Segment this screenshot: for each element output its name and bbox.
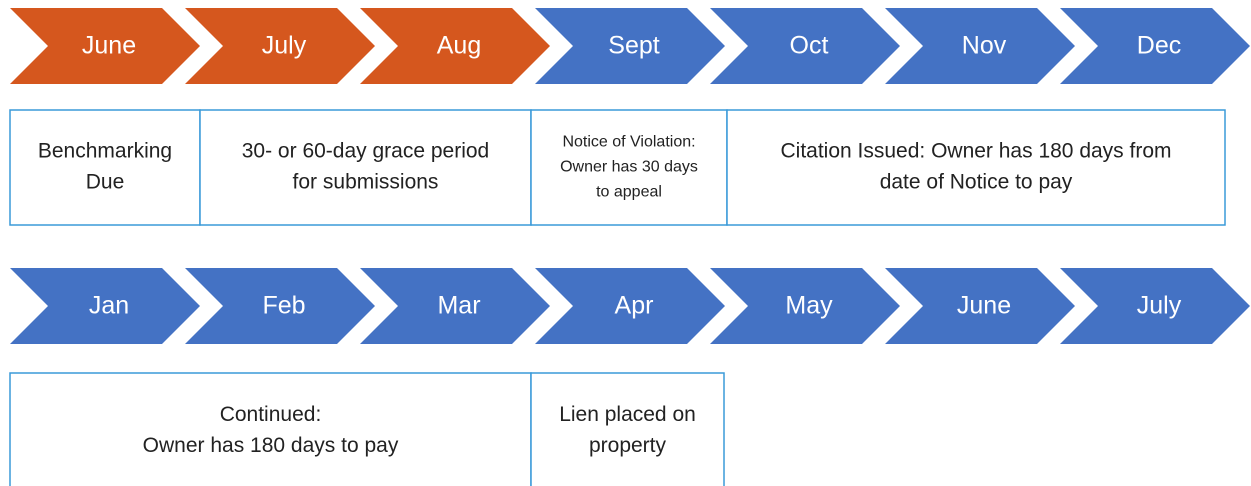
phase-text: Owner has 30 days bbox=[560, 159, 698, 176]
phase-text: Lien placed on bbox=[559, 403, 696, 426]
chevron bbox=[185, 8, 375, 84]
phase-box bbox=[530, 372, 725, 486]
chevron bbox=[535, 8, 725, 84]
chevron bbox=[10, 8, 200, 84]
month-label: July bbox=[262, 32, 307, 60]
chevron bbox=[535, 268, 725, 344]
phase-text: Citation Issued: Owner has 180 days from bbox=[780, 140, 1171, 163]
phase-text: Benchmarking bbox=[38, 140, 172, 163]
phase-text: property bbox=[589, 434, 667, 457]
month-label: Sept bbox=[608, 32, 659, 60]
month-label: May bbox=[785, 292, 833, 320]
month-label: Dec bbox=[1137, 32, 1181, 60]
month-label: June bbox=[957, 292, 1011, 320]
chevron bbox=[710, 268, 900, 344]
chevron bbox=[1060, 268, 1250, 344]
chevron bbox=[885, 268, 1075, 344]
chevron bbox=[10, 268, 200, 344]
phase-text: date of Notice to pay bbox=[880, 171, 1073, 194]
phase-text: for submissions bbox=[293, 171, 439, 194]
chevron bbox=[185, 268, 375, 344]
month-label: Apr bbox=[615, 292, 654, 320]
chevron bbox=[885, 8, 1075, 84]
phase-box bbox=[726, 109, 1226, 226]
month-label: Nov bbox=[962, 32, 1007, 60]
phase-text: Notice of Violation: bbox=[562, 134, 695, 151]
phase-box bbox=[9, 372, 532, 486]
month-label: July bbox=[1137, 292, 1182, 320]
chevron bbox=[1060, 8, 1250, 84]
month-label: Mar bbox=[437, 292, 480, 320]
phase-text: 30- or 60-day grace period bbox=[242, 140, 489, 163]
chevron bbox=[360, 8, 550, 84]
phase-box bbox=[199, 109, 532, 226]
month-label: June bbox=[82, 32, 136, 60]
phase-text: Owner has 180 days to pay bbox=[143, 434, 399, 457]
month-label: Aug bbox=[437, 32, 481, 60]
phase-text: Due bbox=[86, 171, 125, 194]
phase-box bbox=[530, 109, 728, 226]
phase-box bbox=[9, 109, 201, 226]
month-label: Feb bbox=[262, 292, 305, 320]
phase-text: to appeal bbox=[596, 184, 662, 201]
month-label: Oct bbox=[790, 32, 829, 60]
chevron bbox=[710, 8, 900, 84]
month-label: Jan bbox=[89, 292, 129, 320]
chevron bbox=[360, 268, 550, 344]
phase-text: Continued: bbox=[220, 403, 322, 426]
